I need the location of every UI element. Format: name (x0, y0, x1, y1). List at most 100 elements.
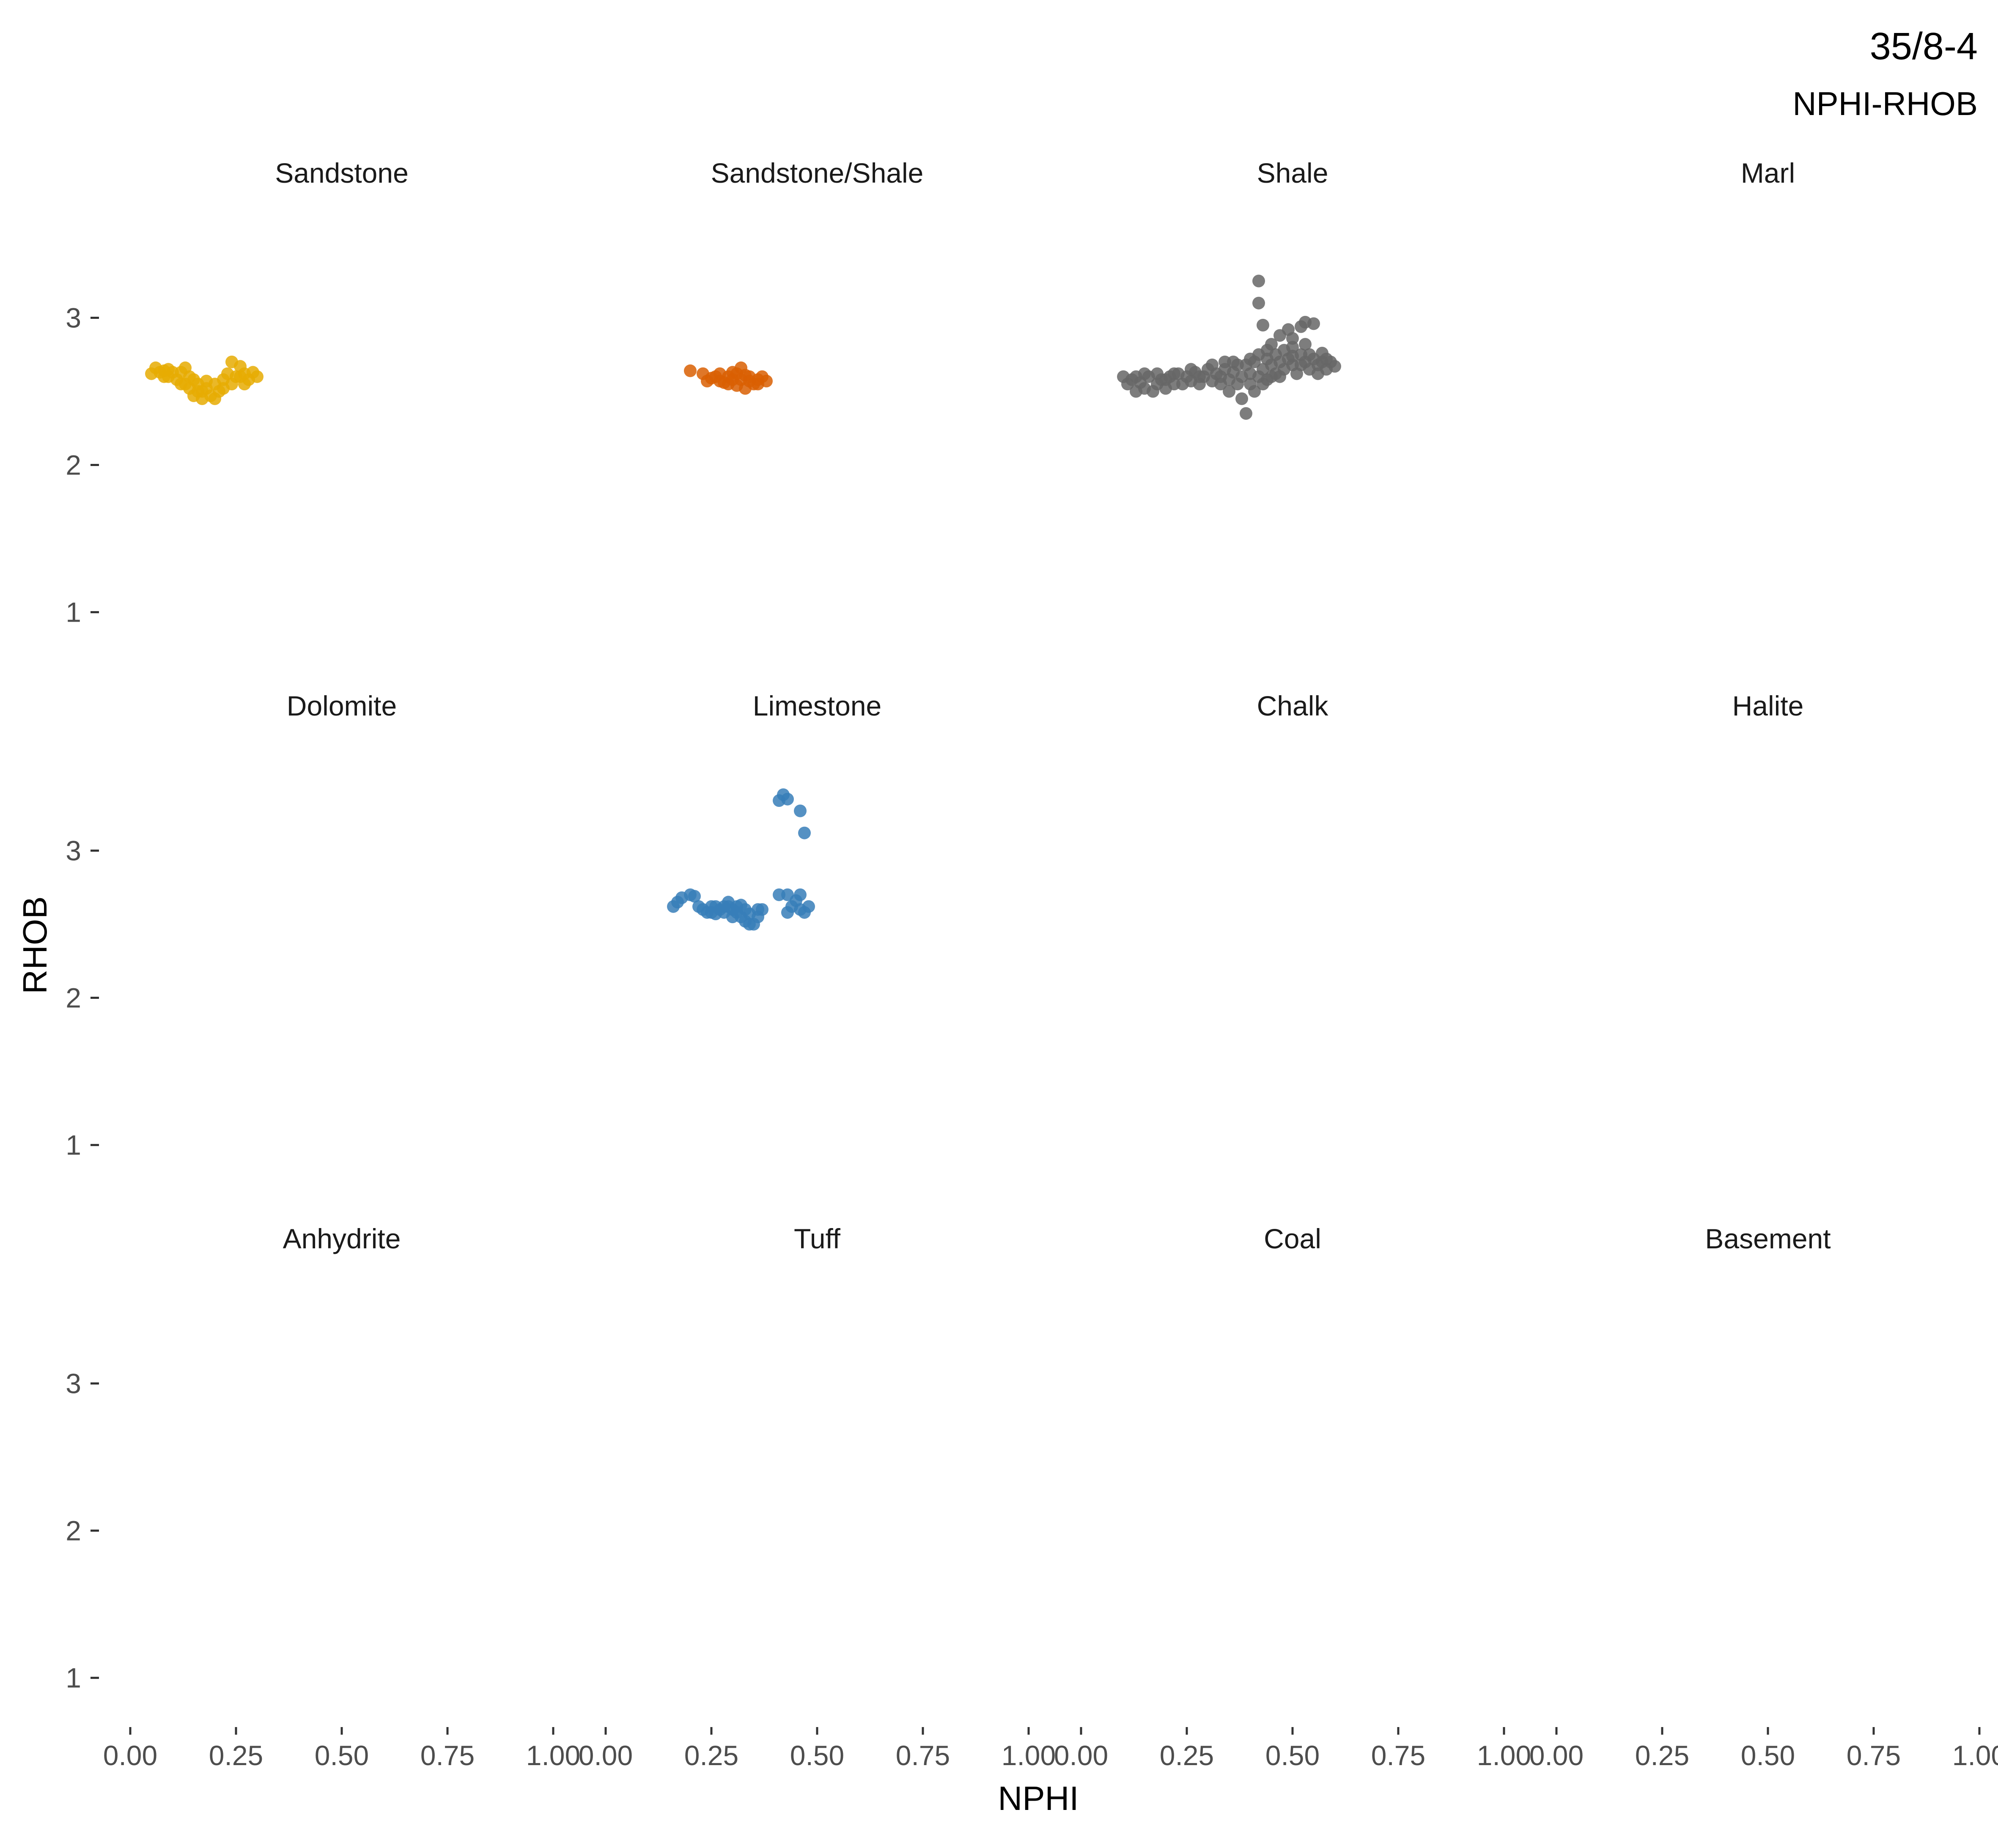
data-point (217, 382, 230, 395)
y-tick-label: 1 (66, 1130, 81, 1161)
facet-panel: Marl (1741, 157, 1795, 189)
facet-label: Chalk (1257, 690, 1329, 721)
facet-panels: Sandstone 1 2 3 Sandstone/Shale Shale Marl Dolo… (66, 157, 1998, 1771)
facet-panel: Basement 0.00 0.25 0.50 0.75 1.00 (1529, 1223, 1998, 1771)
x-tick-label: 0.75 (1371, 1740, 1425, 1771)
data-point (1303, 348, 1316, 361)
y-tick-label: 2 (66, 982, 81, 1014)
data-point (718, 900, 730, 913)
facet-label: Halite (1732, 690, 1804, 721)
x-tick-label: 0.75 (896, 1740, 950, 1771)
chart-subtitle: NPHI-RHOB (1792, 85, 1978, 122)
data-point (1244, 352, 1257, 365)
x-tick-label: 0.50 (1741, 1740, 1795, 1771)
data-point (1248, 385, 1261, 398)
data-point (1240, 407, 1252, 420)
data-point (752, 378, 764, 391)
data-point (684, 364, 697, 377)
data-point (705, 906, 718, 919)
data-point (238, 378, 251, 391)
data-point (225, 355, 238, 368)
x-tick-label: 0.50 (790, 1740, 844, 1771)
data-point (1252, 274, 1265, 288)
data-point (1265, 370, 1278, 383)
x-tick-label: 0.25 (1160, 1740, 1214, 1771)
facet-panel: Sandstone/Shale (684, 157, 923, 395)
facet-label: Anhydrite (283, 1223, 401, 1254)
data-point (1286, 341, 1299, 354)
x-tick-label: 0.00 (103, 1740, 157, 1771)
facet-panel: Tuff 0.00 0.25 0.50 0.75 1.00 (579, 1223, 1056, 1771)
data-point (743, 370, 756, 383)
x-tick-label: 0.00 (579, 1740, 633, 1771)
y-tick-label: 3 (66, 1368, 81, 1399)
facet-label: Coal (1264, 1223, 1321, 1254)
facet-label: Dolomite (287, 690, 397, 721)
data-point (1257, 318, 1269, 332)
x-tick-label: 1.00 (1002, 1740, 1056, 1771)
data-point (798, 826, 811, 839)
data-point (196, 385, 209, 398)
y-tick-label: 3 (66, 835, 81, 866)
data-point (1257, 378, 1269, 391)
data-point (714, 367, 726, 380)
data-point (688, 890, 701, 903)
facet-label: Marl (1741, 157, 1795, 189)
data-point (1223, 385, 1235, 398)
data-point (1214, 378, 1227, 391)
x-tick-label: 1.00 (526, 1740, 580, 1771)
data-point (1219, 355, 1231, 368)
data-point (1193, 370, 1206, 383)
data-point (726, 366, 739, 379)
facet-panel: Dolomite 1 2 3 (66, 690, 397, 1161)
data-point (1159, 373, 1172, 386)
facet-panel: Chalk (1257, 690, 1329, 721)
y-tick-label: 1 (66, 597, 81, 628)
x-tick-label: 0.25 (1635, 1740, 1689, 1771)
data-point (1312, 367, 1324, 380)
x-axis-title: NPHI (998, 1779, 1079, 1817)
y-tick-label: 2 (66, 450, 81, 481)
x-tick-label: 0.50 (315, 1740, 369, 1771)
data-point (1252, 296, 1265, 310)
facet-label: Basement (1705, 1223, 1831, 1254)
y-tick-label: 3 (66, 302, 81, 333)
data-point (1286, 332, 1299, 345)
facet-panel: Shale (1117, 157, 1341, 420)
x-tick-label: 1.00 (1952, 1740, 1998, 1771)
data-point (794, 804, 807, 817)
facet-label: Shale (1257, 157, 1328, 189)
y-tick-label: 2 (66, 1515, 81, 1546)
data-point (1185, 363, 1197, 376)
facet-panel: Sandstone 1 2 3 (66, 157, 409, 628)
y-axis-title: RHOB (16, 896, 54, 994)
x-tick-label: 0.00 (1054, 1740, 1108, 1771)
data-point (777, 788, 790, 801)
data-point (1316, 347, 1328, 359)
data-point (1307, 317, 1320, 330)
data-point (1130, 370, 1142, 383)
facet-label: Sandstone/Shale (711, 157, 924, 189)
data-point (179, 378, 192, 391)
data-point (1235, 392, 1248, 405)
x-tick-label: 0.25 (209, 1740, 263, 1771)
data-point (1286, 350, 1299, 362)
data-point (794, 888, 807, 901)
x-tick-label: 0.75 (420, 1740, 475, 1771)
data-point (752, 903, 764, 916)
data-point (158, 370, 170, 383)
facet-panel: Coal 0.00 0.25 0.50 0.75 1.00 (1054, 1223, 1531, 1771)
y-tick-label: 1 (66, 1662, 81, 1694)
facet-panel: Anhydrite 1 2 3 0.00 0.25 0.50 0.75 1.00 (66, 1223, 580, 1771)
data-point (722, 378, 735, 391)
facet-label: Limestone (753, 690, 882, 721)
x-tick-label: 0.00 (1529, 1740, 1584, 1771)
data-point (1261, 344, 1273, 357)
chart-title: 35/8-4 (1870, 25, 1978, 68)
data-point (735, 899, 747, 912)
x-tick-label: 1.00 (1477, 1740, 1531, 1771)
facet-label: Sandstone (275, 157, 409, 189)
facet-panel: Halite (1732, 690, 1804, 721)
x-tick-label: 0.25 (684, 1740, 738, 1771)
